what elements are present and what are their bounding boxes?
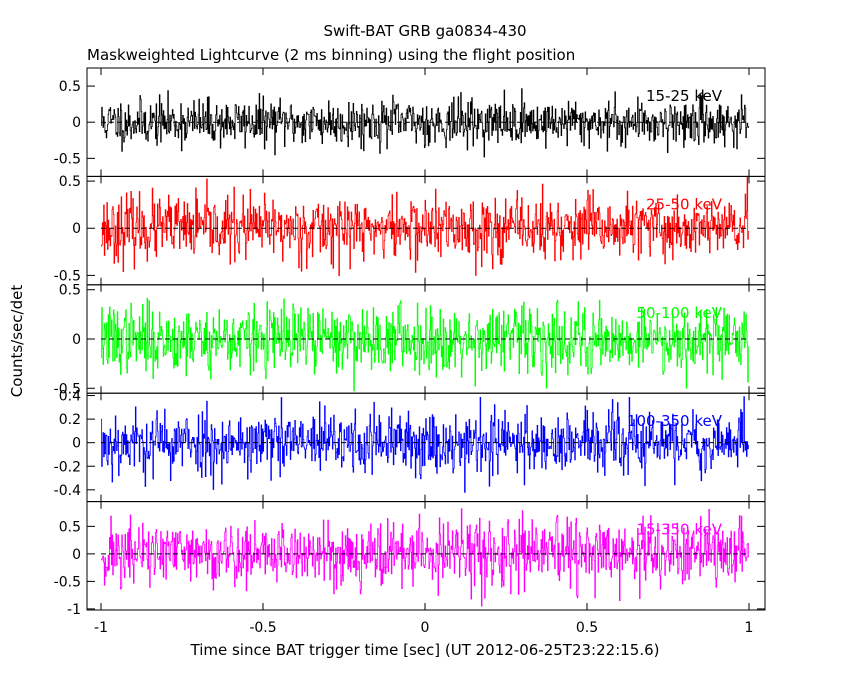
band-label: 25-50 keV bbox=[646, 195, 723, 213]
y-tick-label: 0.5 bbox=[59, 283, 81, 299]
x-axis-label: Time since BAT trigger time [sec] (UT 20… bbox=[190, 641, 660, 659]
band-label: 15-25 keV bbox=[646, 87, 723, 105]
y-tick-label: 0.4 bbox=[59, 389, 81, 405]
y-tick-label: -0.5 bbox=[54, 268, 81, 284]
chart-subtitle: Maskweighted Lightcurve (2 ms binning) u… bbox=[87, 46, 575, 64]
panels-group: 15-25 keV -0.5 0 0.5 25-50 keV -0.5 0 0.5 50-100… bbox=[54, 67, 766, 636]
band-label: 100-350 keV bbox=[627, 412, 723, 430]
x-tick-label: -1 bbox=[94, 620, 108, 636]
chart-title: Swift-BAT GRB ga0834-430 bbox=[323, 22, 526, 40]
y-tick-label: 0 bbox=[72, 115, 81, 131]
x-tick-label: 0.5 bbox=[576, 620, 598, 636]
x-tick-label: -0.5 bbox=[249, 620, 276, 636]
y-tick-label: 0 bbox=[72, 221, 81, 237]
y-tick-label: -0.5 bbox=[54, 151, 81, 167]
y-tick-label: -1 bbox=[67, 602, 81, 618]
x-tick-label: 0 bbox=[421, 620, 430, 636]
y-tick-label: 0 bbox=[72, 332, 81, 348]
y-tick-label: 0.5 bbox=[59, 79, 81, 95]
x-tick-label: 1 bbox=[745, 620, 754, 636]
y-tick-label: 0.5 bbox=[59, 519, 81, 535]
y-tick-label: -0.2 bbox=[54, 459, 81, 475]
y-tick-label: -0.5 bbox=[54, 381, 81, 397]
lightcurve-series bbox=[101, 508, 749, 607]
y-axis-label: Counts/sec/det bbox=[8, 285, 26, 398]
band-label: 50-100 keV bbox=[636, 304, 722, 322]
y-tick-label: 0 bbox=[72, 547, 81, 563]
lightcurve-series bbox=[101, 297, 749, 392]
y-tick-label: -0.4 bbox=[54, 483, 81, 499]
panel-frame bbox=[86, 501, 766, 611]
lightcurve-series bbox=[101, 177, 749, 277]
y-tick-label: 0 bbox=[72, 436, 81, 452]
lightcurve-series bbox=[101, 396, 749, 493]
y-tick-label: 0.5 bbox=[59, 174, 81, 190]
band-label: 15-350 keV bbox=[636, 521, 722, 539]
y-tick-label: -0.5 bbox=[54, 574, 81, 590]
y-tick-label: 0.2 bbox=[59, 412, 81, 428]
lightcurve-series bbox=[101, 88, 749, 158]
